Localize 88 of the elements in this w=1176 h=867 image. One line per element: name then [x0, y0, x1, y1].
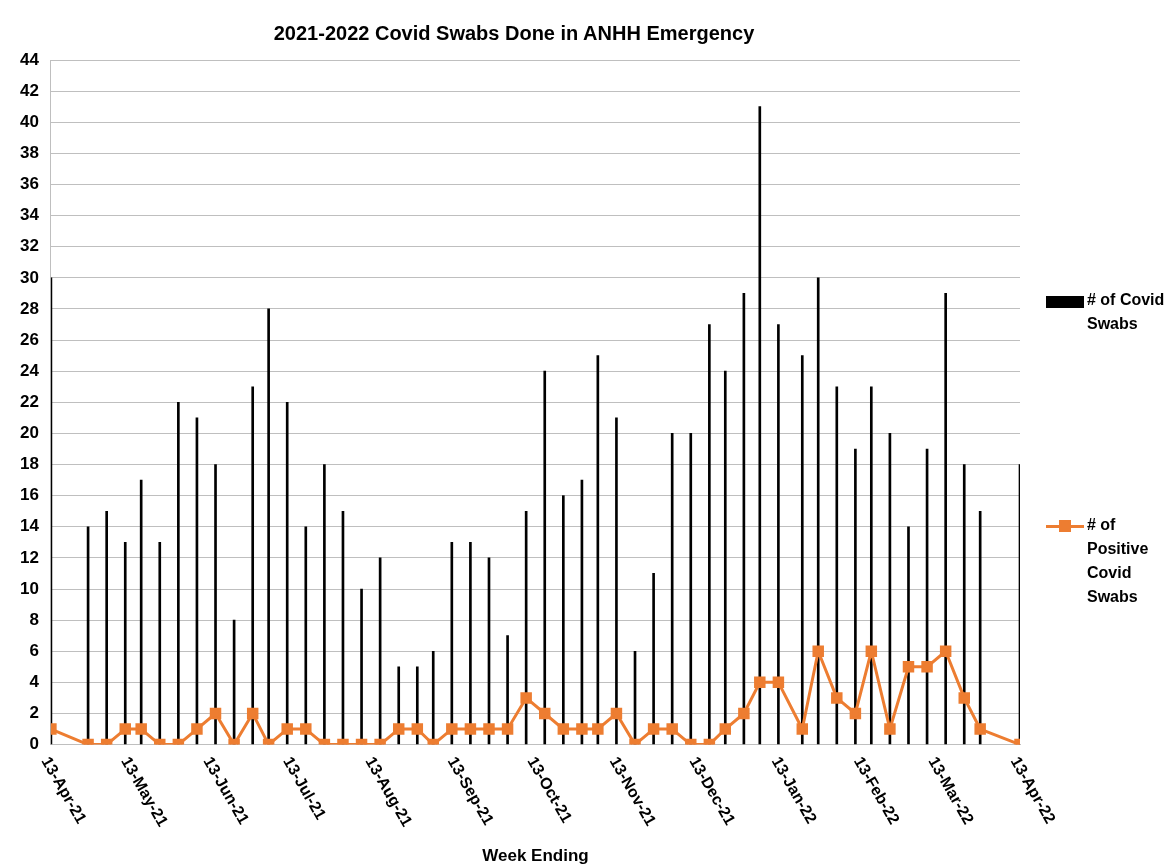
y-tick-label: 32 [19, 236, 39, 256]
point [446, 723, 458, 735]
bar [978, 510, 982, 745]
bar [652, 573, 655, 745]
point [974, 723, 986, 735]
y-tick-label: 38 [19, 143, 39, 163]
point [576, 723, 588, 735]
point [738, 707, 750, 720]
point [119, 723, 131, 735]
point [246, 707, 259, 720]
point [666, 723, 678, 735]
chart-title: 2021-2022 Covid Swabs Done in ANHH Emergency [273, 21, 756, 44]
point [592, 723, 604, 735]
y-tick-label: 18 [19, 454, 39, 474]
bar [670, 433, 674, 745]
y-tick-label: 36 [19, 174, 39, 194]
y-tick-label: 20 [19, 423, 39, 443]
y-tick-label: 6 [29, 640, 39, 660]
point [392, 723, 405, 735]
bar [285, 401, 289, 745]
y-tick-label: 12 [19, 547, 39, 567]
bar [854, 448, 857, 745]
bar [214, 464, 217, 745]
y-tick-label: 2 [29, 703, 39, 723]
bar [835, 386, 839, 745]
y-tick-label: 42 [19, 80, 39, 100]
point [411, 723, 424, 735]
y-tick-label: 16 [19, 485, 39, 505]
point [754, 676, 766, 689]
point [539, 707, 551, 720]
point [849, 707, 862, 720]
bar [944, 293, 947, 745]
legend-label: # of Positive Covid Swabs [1087, 514, 1150, 607]
y-tick-label: 8 [29, 609, 39, 629]
bar [723, 370, 727, 745]
y-tick-label: 4 [29, 672, 40, 692]
y-tick-label: 26 [19, 329, 39, 349]
point [281, 723, 293, 735]
bar [758, 106, 762, 745]
y-tick-label: 0 [29, 734, 39, 754]
point [939, 645, 952, 657]
point [772, 676, 785, 689]
point [958, 692, 970, 704]
y-tick-label: 28 [19, 298, 39, 318]
point [921, 661, 933, 673]
y-tick-label: 24 [19, 360, 40, 380]
point [647, 723, 660, 735]
y-tick-label: 22 [19, 391, 39, 411]
y-tick-label: 30 [19, 267, 39, 287]
bar [139, 479, 143, 745]
point [191, 723, 203, 735]
bar [562, 495, 565, 745]
bar [777, 324, 780, 745]
point [520, 692, 532, 704]
point [812, 645, 824, 657]
y-tick-label: 34 [19, 205, 40, 225]
point [610, 707, 623, 720]
bar [123, 542, 127, 745]
point [865, 645, 878, 657]
y-tick-label: 10 [19, 578, 39, 598]
y-tick-label: 40 [19, 111, 39, 131]
point [557, 723, 570, 735]
point [796, 723, 809, 735]
bar [907, 526, 910, 745]
bar [469, 542, 472, 745]
legend-label: # of Covid Swabs [1087, 290, 1166, 335]
bar [615, 417, 618, 745]
bar [543, 370, 547, 745]
y-tick-label: 14 [19, 516, 40, 536]
point [501, 723, 514, 735]
point [831, 692, 843, 704]
bar [304, 526, 308, 745]
point [902, 661, 915, 673]
point [483, 723, 495, 735]
bar [251, 386, 255, 745]
bar [869, 386, 873, 745]
bar [800, 355, 804, 745]
bar [450, 542, 454, 745]
y-tick-label: 44 [19, 49, 40, 69]
bar [816, 277, 820, 745]
point [209, 707, 222, 720]
point [135, 723, 147, 735]
x-axis-title: Week Ending [482, 846, 589, 866]
point [300, 723, 312, 735]
point [884, 723, 896, 735]
bar [962, 464, 966, 745]
point [464, 723, 477, 735]
point [719, 723, 732, 735]
